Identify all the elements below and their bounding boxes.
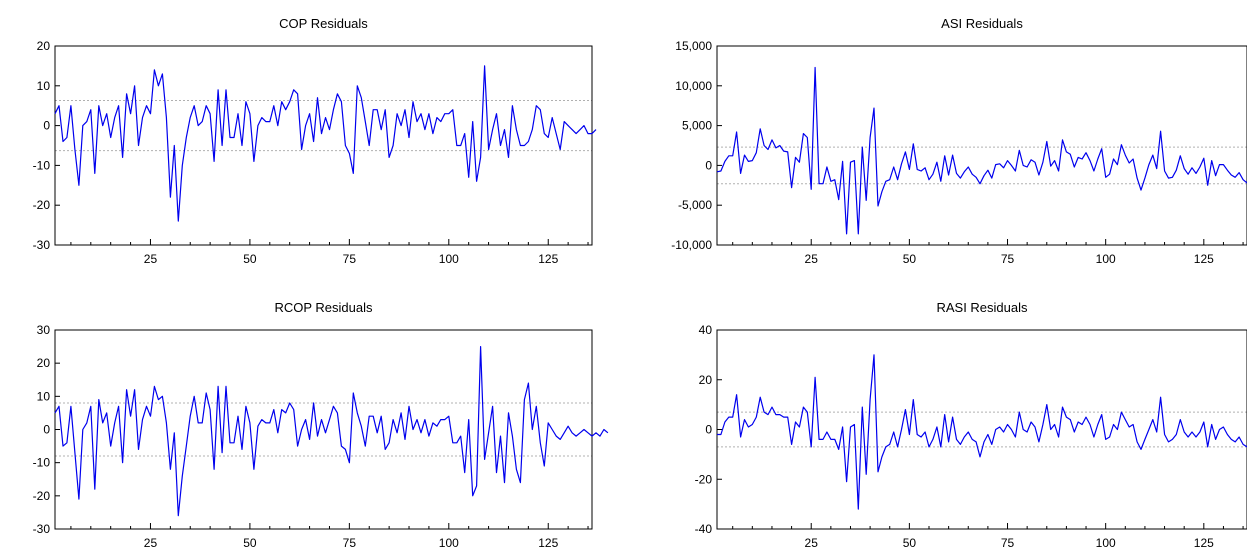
- cop-plot-frame: [54, 45, 593, 246]
- rcop-y-tick-label: 30: [37, 323, 51, 337]
- rasi-y-tick-label: 20: [699, 373, 713, 387]
- rasi-x-tick-label: 100: [1096, 536, 1116, 548]
- rasi-chart: RASI Residuals 40 20 0 -20 -40 25 50 75 100 125: [695, 300, 1247, 548]
- cop-y-tick-label: -20: [33, 198, 51, 212]
- asi-y-tick-label: 5,000: [682, 119, 712, 133]
- asi-x-tick-label: 75: [1001, 252, 1015, 266]
- asi-x-tick-label: 125: [1194, 252, 1214, 266]
- asi-series-line: [716, 66, 1247, 235]
- cop-y-tick-label: -30: [33, 238, 51, 252]
- asi-y-tick-label: 0: [705, 158, 712, 172]
- rasi-y-tick-label: -20: [695, 472, 713, 486]
- rcop-series-line: [54, 346, 609, 517]
- rasi-x-tick-label: 50: [903, 536, 917, 548]
- cop-x-tick-label: 25: [144, 252, 158, 266]
- rasi-y-tick-label: -40: [695, 522, 713, 536]
- cop-x-tick-label: 125: [538, 252, 558, 266]
- rasi-y-tick-label: 40: [699, 323, 713, 337]
- cop-y-tick-label: 20: [37, 39, 51, 53]
- rcop-x-tick-label: 75: [343, 536, 357, 548]
- cop-y-tick-label: 10: [37, 79, 51, 93]
- asi-y-tick-label: -5,000: [678, 198, 712, 212]
- rasi-series-line: [717, 354, 1247, 510]
- rcop-x-tick-label: 25: [144, 536, 158, 548]
- cop-x-tick-label: 75: [343, 252, 357, 266]
- rcop-y-tick-label: -20: [33, 489, 51, 503]
- cop-series-line: [54, 65, 597, 222]
- rcop-title: RCOP Residuals: [274, 300, 373, 315]
- rcop-y-tick-label: -10: [33, 456, 51, 470]
- asi-x-tick-label: 100: [1096, 252, 1116, 266]
- rasi-title: RASI Residuals: [936, 300, 1028, 315]
- asi-x-tick-label: 50: [903, 252, 917, 266]
- asi-plot-frame: [716, 45, 1247, 246]
- cop-x-tick-label: 50: [243, 252, 257, 266]
- rcop-x-tick-label: 50: [243, 536, 257, 548]
- rasi-x-tick-label: 125: [1194, 536, 1214, 548]
- cop-y-tick-label: 0: [43, 119, 50, 133]
- asi-y-tick-label: -10,000: [671, 238, 712, 252]
- asi-title: ASI Residuals: [941, 16, 1023, 31]
- rasi-y-tick-label: 0: [705, 423, 712, 437]
- rcop-x-tick-label: 125: [538, 536, 558, 548]
- asi-chart: ASI Residuals 15,000 10,000 5,000 0 -5,000 -10…: [671, 16, 1247, 266]
- rcop-y-tick-label: 20: [37, 356, 51, 370]
- asi-x-tick-label: 25: [805, 252, 819, 266]
- rasi-x-tick-label: 75: [1001, 536, 1015, 548]
- cop-x-tick-label: 100: [439, 252, 459, 266]
- cop-title: COP Residuals: [279, 16, 368, 31]
- rcop-y-tick-label: 10: [37, 389, 51, 403]
- cop-y-tick-label: -10: [33, 158, 51, 172]
- rasi-x-tick-label: 25: [805, 536, 819, 548]
- rcop-x-tick-label: 100: [439, 536, 459, 548]
- asi-y-tick-label: 10,000: [675, 79, 712, 93]
- rcop-y-tick-label: 0: [43, 423, 50, 437]
- rcop-y-tick-label: -30: [33, 522, 51, 536]
- rasi-plot-frame: [716, 329, 1247, 530]
- asi-y-tick-label: 15,000: [675, 39, 712, 53]
